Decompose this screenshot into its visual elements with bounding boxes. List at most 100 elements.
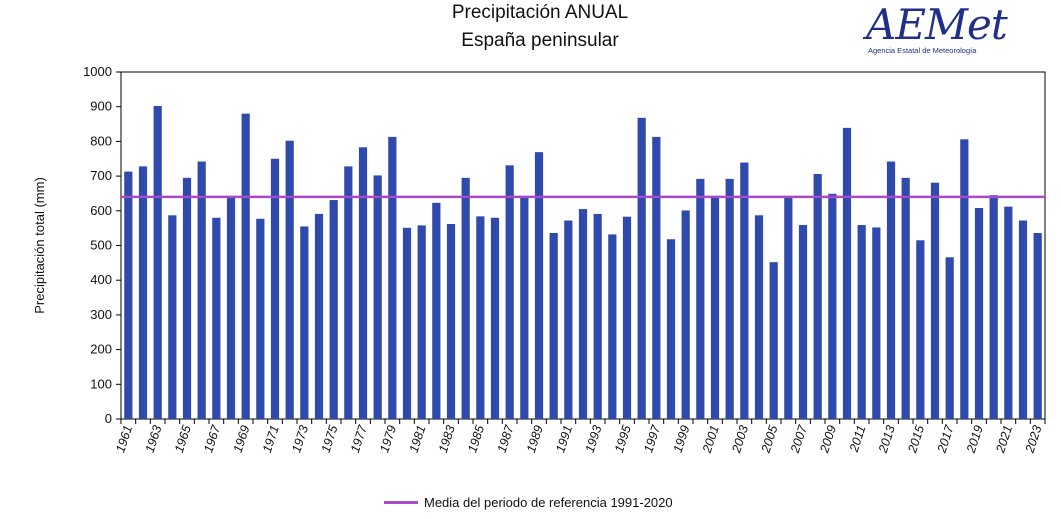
x-tick-label: 1987 [495, 423, 517, 455]
chart-subtitle: España peninsular [461, 30, 619, 51]
logo-subtitle: Agencia Estatal de Meteorología [868, 46, 977, 55]
x-tick-label: 1967 [201, 423, 223, 455]
x-tick-label: 2009 [817, 424, 839, 456]
bar-2013 [886, 161, 896, 419]
x-tick-label: 2005 [758, 424, 780, 456]
y-tick-label: 1000 [83, 64, 112, 79]
bar-1974 [314, 213, 324, 419]
bar-1994 [608, 234, 617, 419]
bar-1993 [593, 213, 602, 419]
x-tick-label: 2011 [847, 424, 869, 455]
x-tick-label: 1983 [436, 424, 458, 455]
x-tick-label: 1969 [231, 424, 253, 455]
y-tick-label: 900 [90, 99, 112, 114]
bar-2018 [960, 139, 969, 419]
y-tick-label: 100 [90, 376, 112, 391]
bar-1985 [476, 216, 485, 419]
bar-2015 [916, 240, 925, 419]
bar-1964 [168, 215, 177, 419]
x-tick-label: 2013 [876, 424, 898, 456]
bar-2007 [798, 225, 808, 419]
x-tick-label: 2021 [993, 424, 1015, 456]
bar-1976 [344, 166, 353, 419]
x-tick-label: 2017 [934, 423, 957, 456]
x-tick-label: 1993 [583, 424, 605, 455]
bar-1977 [358, 147, 368, 419]
bar-1992 [578, 209, 588, 419]
y-tick-label: 0 [105, 411, 112, 426]
bar-1999 [681, 210, 690, 419]
y-tick-label: 200 [90, 342, 112, 357]
y-tick-label: 600 [90, 203, 112, 218]
bar-2020 [989, 195, 998, 419]
x-tick-label: 2019 [964, 424, 986, 456]
bar-1978 [373, 175, 382, 419]
x-tick-label: 1997 [641, 423, 663, 455]
x-tick-label: 2015 [905, 424, 927, 456]
bar-1969 [241, 113, 250, 419]
bar-2012 [872, 227, 881, 419]
bar-1980 [402, 227, 412, 419]
bar-2011 [857, 225, 866, 419]
aemet-logo: AEMet Agencia Estatal de Meteorología [858, 0, 1008, 62]
bar-2001 [710, 197, 720, 419]
legend-reference-label: Media del periodo de referencia 1991-202… [424, 495, 673, 510]
x-tick-label: 1985 [465, 424, 487, 455]
bar-1988 [520, 197, 529, 419]
bar-1996 [637, 117, 646, 419]
bar-1961 [124, 171, 133, 419]
x-tick-label: 1989 [524, 424, 546, 455]
x-tick-label: 1961 [113, 424, 135, 455]
y-tick-label: 500 [90, 238, 112, 253]
bar-2023 [1033, 233, 1042, 419]
bar-2008 [813, 174, 822, 419]
x-tick-label: 2023 [1022, 424, 1044, 456]
x-tick-label: 1975 [319, 424, 341, 455]
bar-2014 [901, 177, 910, 419]
bar-1991 [564, 220, 573, 419]
bar-2010 [842, 127, 852, 419]
bar-2004 [754, 215, 764, 419]
bar-1987 [505, 165, 514, 419]
bar-1984 [461, 177, 470, 419]
bar-1983 [446, 223, 456, 419]
bar-2017 [945, 257, 954, 419]
bar-1962 [138, 166, 148, 419]
x-tick-label: 1973 [289, 424, 311, 455]
bar-1979 [388, 136, 397, 419]
x-tick-label: 1991 [553, 424, 575, 455]
x-tick-label: 2001 [700, 424, 722, 456]
bar-1965 [182, 177, 192, 419]
bar-1966 [197, 161, 206, 419]
bar-1997 [652, 136, 661, 419]
bar-1973 [300, 226, 309, 419]
x-tick-label: 1979 [377, 424, 399, 455]
x-tick-label: 1981 [407, 424, 429, 455]
bar-1998 [666, 239, 676, 419]
x-tick-label: 1999 [671, 424, 693, 455]
bar-2021 [1004, 206, 1013, 419]
bar-1963 [153, 106, 162, 420]
bar-1990 [549, 233, 558, 419]
bar-1972 [285, 140, 294, 419]
bar-2019 [974, 208, 984, 419]
bar-1995 [622, 216, 632, 419]
x-tick-label: 2007 [788, 423, 811, 456]
bar-2009 [828, 193, 837, 419]
bar-2022 [1018, 220, 1028, 419]
bar-1981 [417, 225, 426, 419]
y-tick-label: 400 [90, 272, 112, 287]
y-tick-label: 300 [90, 307, 112, 322]
bar-1989 [534, 152, 544, 420]
y-axis-label: Precipitación total (mm) [32, 177, 47, 314]
legend: Media del periodo de referencia 1991-202… [384, 495, 673, 510]
x-tick-label: 1995 [612, 424, 634, 455]
bar-1967 [212, 217, 221, 419]
bar-2016 [930, 182, 940, 419]
bar-1986 [490, 217, 500, 419]
x-tick-label: 2003 [729, 424, 751, 456]
bar-2006 [784, 197, 793, 419]
x-tick-label: 1965 [172, 424, 194, 455]
bar-2000 [696, 178, 705, 419]
